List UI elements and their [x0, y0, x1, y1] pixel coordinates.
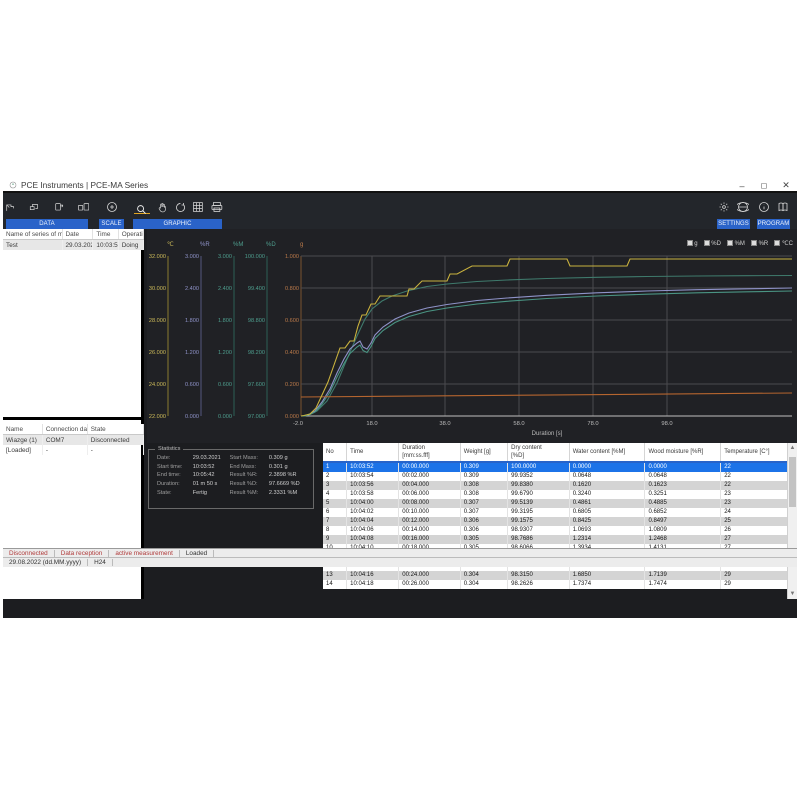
svg-text:0.000: 0.000	[218, 414, 232, 420]
svg-text:32.000: 32.000	[149, 254, 166, 260]
svg-text:0.400: 0.400	[285, 350, 299, 356]
svg-text:18.0: 18.0	[366, 421, 377, 427]
svg-text:2.400: 2.400	[218, 286, 232, 292]
svg-text:98.200: 98.200	[248, 350, 265, 356]
svg-text:98.0: 98.0	[661, 421, 672, 427]
svg-text:3.000: 3.000	[185, 254, 199, 260]
svg-text:97.000: 97.000	[248, 414, 265, 420]
svg-text:38.0: 38.0	[439, 421, 450, 427]
svg-text:℃: ℃	[167, 242, 174, 248]
svg-text:100.000: 100.000	[245, 254, 265, 260]
svg-text:30.000: 30.000	[149, 286, 166, 292]
svg-text:0.000: 0.000	[185, 414, 199, 420]
svg-text:78.0: 78.0	[587, 421, 598, 427]
svg-text:0.000: 0.000	[285, 414, 299, 420]
svg-text:0.200: 0.200	[285, 382, 299, 388]
svg-text:%D: %D	[266, 242, 276, 248]
svg-text:1.000: 1.000	[285, 254, 299, 260]
svg-text:99.400: 99.400	[248, 286, 265, 292]
svg-text:%R: %R	[200, 242, 210, 248]
svg-text:1.200: 1.200	[218, 350, 232, 356]
svg-text:1.200: 1.200	[185, 350, 199, 356]
svg-text:58.0: 58.0	[513, 421, 524, 427]
svg-text:2.400: 2.400	[185, 286, 199, 292]
svg-text:-2.0: -2.0	[293, 421, 303, 427]
svg-text:0.600: 0.600	[185, 382, 199, 388]
svg-text:1.800: 1.800	[185, 318, 199, 324]
svg-text:97.600: 97.600	[248, 382, 265, 388]
svg-text:0.600: 0.600	[218, 382, 232, 388]
svg-text:0.800: 0.800	[285, 286, 299, 292]
svg-text:1.800: 1.800	[218, 318, 232, 324]
svg-text:g: g	[300, 242, 303, 248]
svg-text:28.000: 28.000	[149, 318, 166, 324]
svg-text:0.600: 0.600	[285, 318, 299, 324]
svg-text:26.000: 26.000	[149, 350, 166, 356]
svg-text:24.000: 24.000	[149, 382, 166, 388]
svg-text:%M: %M	[233, 242, 243, 248]
svg-text:3.000: 3.000	[218, 254, 232, 260]
svg-text:98.800: 98.800	[248, 318, 265, 324]
svg-text:Duration [s]: Duration [s]	[532, 431, 563, 437]
svg-text:22.000: 22.000	[149, 414, 166, 420]
